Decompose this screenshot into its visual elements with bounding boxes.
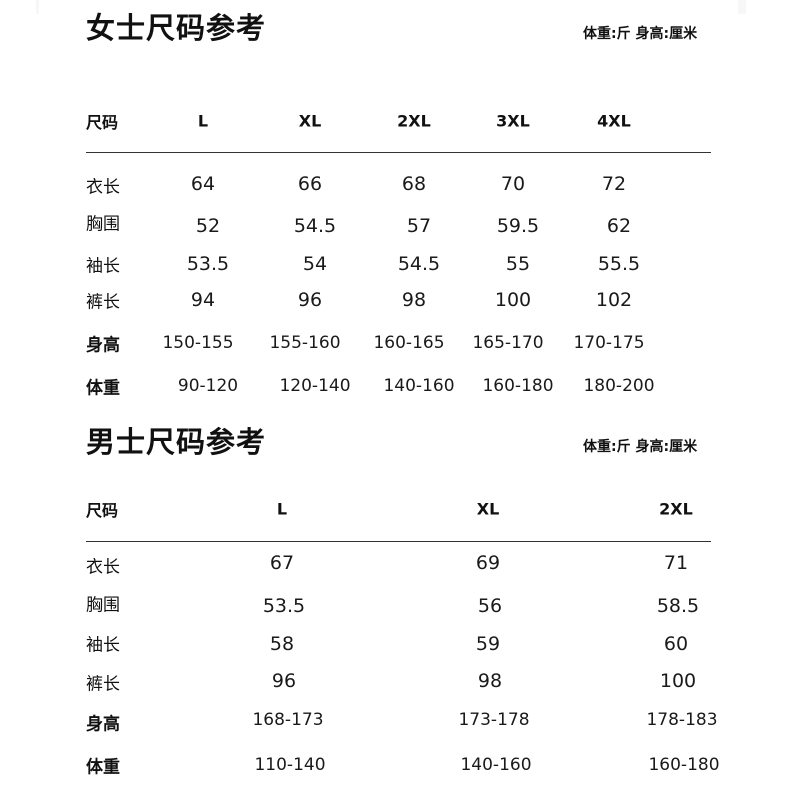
table-cell: 53.5 — [186, 253, 230, 275]
table-cell: 120-140 — [279, 376, 351, 396]
row-label: 衣长 — [86, 557, 120, 578]
table-cell: 160-165 — [373, 333, 445, 353]
table-cell: 160-180 — [482, 376, 554, 396]
table-cell: 98 — [477, 670, 503, 692]
units-note: 体重:斤 身高:厘米 — [583, 439, 698, 455]
table-cell: 102 — [595, 289, 633, 311]
size-header-label: 尺码 — [86, 113, 119, 132]
row-label: 衣长 — [86, 177, 120, 198]
table-cell: 52 — [195, 215, 221, 237]
table-cell: 178-183 — [646, 710, 718, 730]
size-header: L — [197, 111, 209, 131]
table-cell: 96 — [271, 670, 297, 692]
divider — [86, 152, 711, 153]
table-cell: 62 — [606, 215, 632, 237]
table-cell: 58 — [269, 633, 295, 655]
table-cell: 96 — [297, 289, 323, 311]
size-header-label: 尺码 — [86, 501, 119, 520]
table-cell: 54.5 — [293, 215, 337, 237]
units-note: 体重:斤 身高:厘米 — [583, 26, 698, 42]
table-cell: 160-180 — [648, 755, 720, 775]
size-header: XL — [298, 111, 322, 131]
table-cell: 170-175 — [573, 333, 645, 353]
row-label: 袖长 — [86, 635, 120, 656]
table-cell: 71 — [663, 552, 689, 574]
table-cell: 100 — [494, 289, 532, 311]
table-cell: 59.5 — [496, 215, 540, 237]
table-cell: 60 — [663, 633, 689, 655]
size-header: 3XL — [496, 111, 530, 131]
table-cell: 165-170 — [472, 333, 544, 353]
table-cell: 168-173 — [252, 710, 324, 730]
table-cell: 173-178 — [458, 710, 530, 730]
table-cell: 56 — [477, 595, 503, 617]
row-label: 胸围 — [86, 214, 120, 235]
table-cell: 110-140 — [254, 755, 326, 775]
table-cell: 72 — [601, 173, 627, 195]
table-cell: 59 — [475, 633, 501, 655]
table-cell: 69 — [475, 552, 501, 574]
section-title: 女士尺码参考 — [86, 11, 267, 45]
table-cell: 155-160 — [269, 333, 341, 353]
table-cell: 180-200 — [583, 376, 655, 396]
table-cell: 90-120 — [177, 376, 239, 396]
table-cell: 140-160 — [383, 376, 455, 396]
row-label: 身高 — [86, 335, 120, 356]
table-cell: 94 — [190, 289, 216, 311]
table-cell: 70 — [500, 173, 526, 195]
table-cell: 100 — [659, 670, 697, 692]
row-label: 胸围 — [86, 595, 120, 616]
edge-shade — [36, 0, 39, 14]
table-cell: 66 — [297, 173, 323, 195]
table-cell: 67 — [269, 552, 295, 574]
row-label: 身高 — [86, 714, 120, 735]
row-label: 体重 — [86, 757, 120, 778]
table-cell: 140-160 — [460, 755, 532, 775]
edge-shade — [738, 0, 746, 14]
table-cell: 53.5 — [262, 595, 306, 617]
table-cell: 64 — [190, 173, 216, 195]
table-cell: 150-155 — [162, 333, 234, 353]
size-header: L — [276, 499, 288, 519]
divider — [86, 541, 711, 542]
table-cell: 55 — [505, 253, 531, 275]
table-cell: 55.5 — [597, 253, 641, 275]
row-label: 裤长 — [86, 674, 120, 695]
row-label: 体重 — [86, 378, 120, 399]
table-cell: 54.5 — [397, 253, 441, 275]
table-cell: 57 — [406, 215, 432, 237]
table-cell: 58.5 — [656, 595, 700, 617]
size-header: XL — [476, 499, 500, 519]
row-label: 袖长 — [86, 256, 120, 277]
section-title: 男士尺码参考 — [86, 425, 267, 459]
size-header: 2XL — [659, 499, 693, 519]
table-cell: 98 — [401, 289, 427, 311]
table-cell: 68 — [401, 173, 427, 195]
size-header: 4XL — [597, 111, 631, 131]
table-cell: 54 — [302, 253, 328, 275]
size-header: 2XL — [397, 111, 431, 131]
row-label: 裤长 — [86, 292, 120, 313]
